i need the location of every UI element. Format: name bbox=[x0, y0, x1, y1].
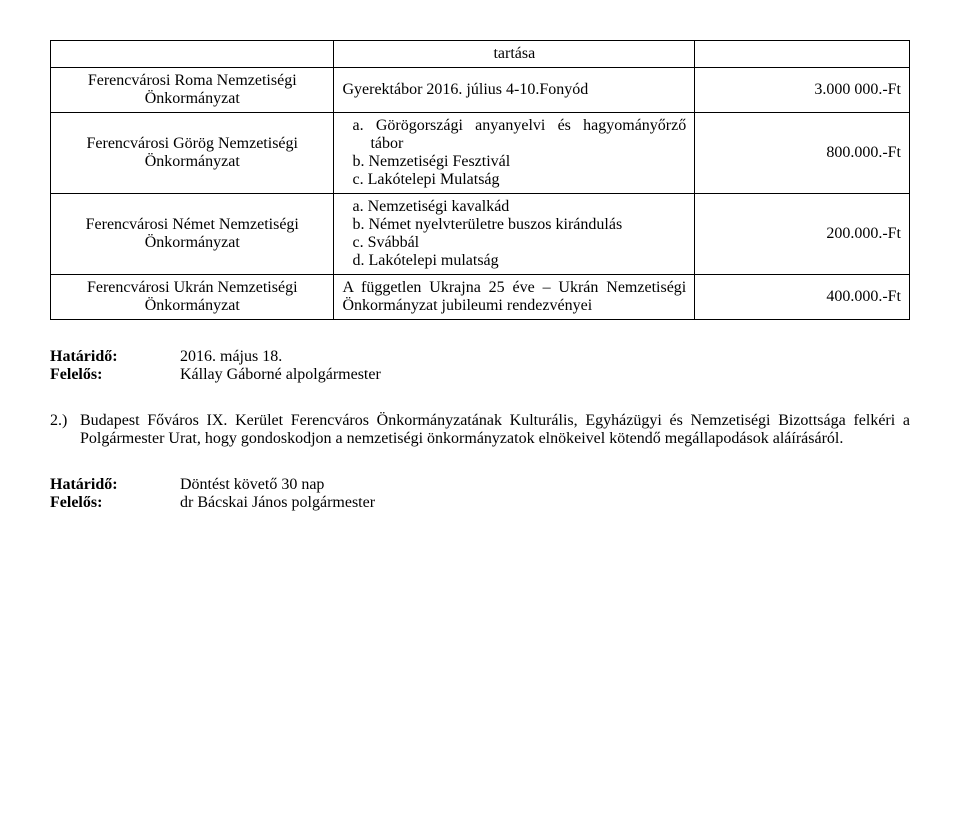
table-row: Ferencvárosi Roma Nemzetiségi Önkormányz… bbox=[51, 68, 910, 113]
list-item: d. Lakótelepi mulatság bbox=[370, 252, 686, 270]
table-row: tartása bbox=[51, 41, 910, 68]
table-row: Ferencvárosi Görög Nemzetiségi Önkormány… bbox=[51, 113, 910, 194]
list-item: b. Nemzetiségi Fesztivál bbox=[370, 153, 686, 171]
deadline-1: Határidő: 2016. május 18. bbox=[50, 348, 910, 366]
cell-org: Ferencvárosi Görög Nemzetiségi Önkormány… bbox=[51, 113, 334, 194]
label: Határidő: bbox=[50, 476, 180, 494]
cell-desc: a. Nemzetiségi kavalkád b. Német nyelvte… bbox=[334, 194, 695, 275]
cell-header-desc: tartása bbox=[334, 41, 695, 68]
cell-org: Ferencvárosi Német Nemzetiségi Önkormány… bbox=[51, 194, 334, 275]
label: Felelős: bbox=[50, 494, 180, 512]
responsible-2: Felelős: dr Bácskai János polgármester bbox=[50, 494, 910, 512]
cell-org: Ferencvárosi Ukrán Nemzetiségi Önkormány… bbox=[51, 275, 334, 320]
cell-empty bbox=[51, 41, 334, 68]
desc-list: a. Görögországi anyanyelvi és hagyományő… bbox=[342, 117, 686, 189]
paragraph-2: 2.) Budapest Főváros IX. Kerület Ferencv… bbox=[50, 412, 910, 448]
cell-amount: 3.000 000.-Ft bbox=[695, 68, 910, 113]
value: Döntést követő 30 nap bbox=[180, 476, 324, 494]
cell-amount: 400.000.-Ft bbox=[695, 275, 910, 320]
list-item: a. Nemzetiségi kavalkád bbox=[370, 198, 686, 216]
cell-desc: A független Ukrajna 25 éve – Ukrán Nemze… bbox=[334, 275, 695, 320]
table-row: Ferencvárosi Német Nemzetiségi Önkormány… bbox=[51, 194, 910, 275]
paragraph-number: 2.) bbox=[50, 412, 80, 448]
cell-empty bbox=[695, 41, 910, 68]
responsible-1: Felelős: Kállay Gáborné alpolgármester bbox=[50, 366, 910, 384]
paragraph-text: Budapest Főváros IX. Kerület Ferencváros… bbox=[80, 412, 910, 448]
label: Felelős: bbox=[50, 366, 180, 384]
list-item: c. Lakótelepi Mulatság bbox=[370, 171, 686, 189]
list-item: b. Német nyelvterületre buszos kirándulá… bbox=[370, 216, 686, 234]
cell-amount: 200.000.-Ft bbox=[695, 194, 910, 275]
value: dr Bácskai János polgármester bbox=[180, 494, 375, 512]
grants-table: tartása Ferencvárosi Roma Nemzetiségi Ön… bbox=[50, 40, 910, 320]
table-row: Ferencvárosi Ukrán Nemzetiségi Önkormány… bbox=[51, 275, 910, 320]
list-item: a. Görögországi anyanyelvi és hagyományő… bbox=[370, 117, 686, 153]
value: 2016. május 18. bbox=[180, 348, 282, 366]
desc-list: a. Nemzetiségi kavalkád b. Német nyelvte… bbox=[342, 198, 686, 270]
cell-desc: Gyerektábor 2016. július 4-10.Fonyód bbox=[334, 68, 695, 113]
cell-amount: 800.000.-Ft bbox=[695, 113, 910, 194]
value: Kállay Gáborné alpolgármester bbox=[180, 366, 381, 384]
list-item: c. Svábbál bbox=[370, 234, 686, 252]
deadline-2: Határidő: Döntést követő 30 nap bbox=[50, 476, 910, 494]
cell-desc: a. Görögországi anyanyelvi és hagyományő… bbox=[334, 113, 695, 194]
cell-org: Ferencvárosi Roma Nemzetiségi Önkormányz… bbox=[51, 68, 334, 113]
label: Határidő: bbox=[50, 348, 180, 366]
